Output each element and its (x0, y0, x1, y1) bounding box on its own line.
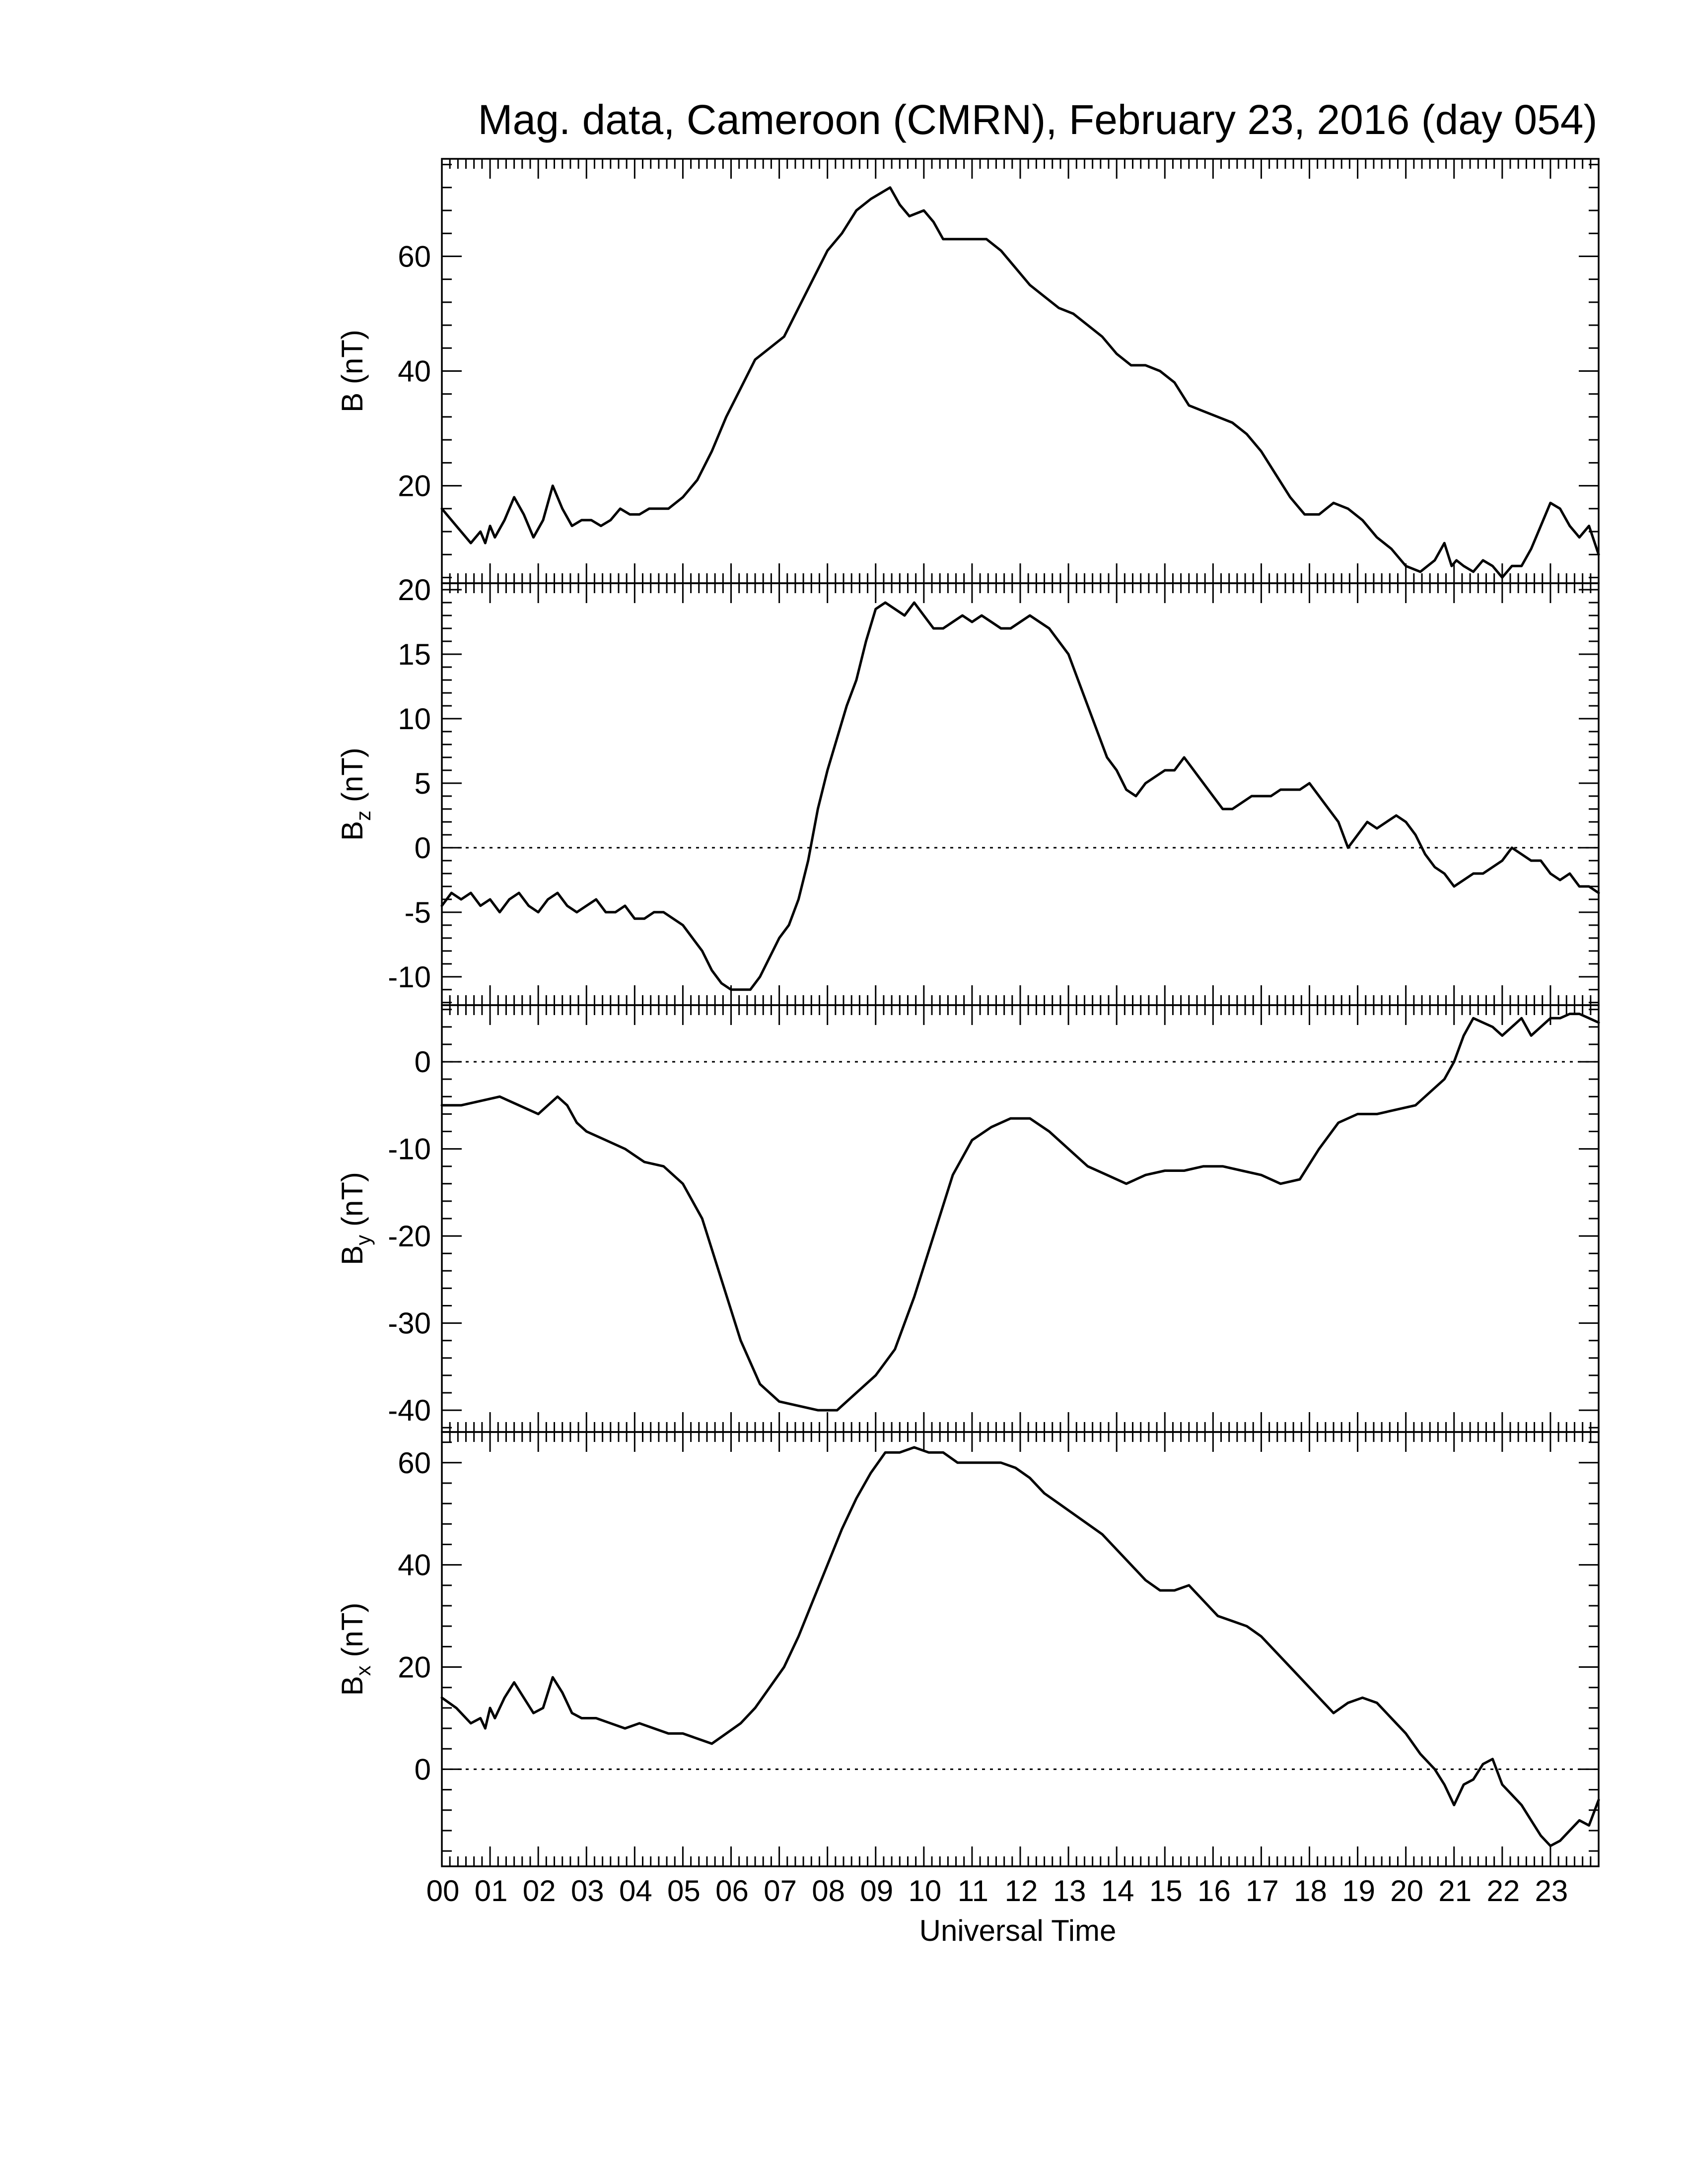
panel-frame (441, 158, 1600, 584)
x-tick-label: 03 (571, 1874, 604, 1908)
panel-Bz: -10 -5 0 5 10 15 20 Bz (nT) (336, 573, 1600, 1006)
panels-group: 20 40 60 B (nT) -10 -5 0 5 10 15 20 Bz (nT) -40 -30 -2… (336, 158, 1600, 1867)
y-axis-label-Bz: Bz (nT) (336, 748, 375, 841)
panel-frame (441, 582, 1600, 1006)
y-tick-label: -30 (388, 1307, 431, 1340)
x-tick-label: 18 (1294, 1874, 1327, 1908)
x-tick-label: 01 (475, 1874, 508, 1908)
y-tick-label: 5 (415, 767, 431, 800)
x-tick-label: 12 (1005, 1874, 1038, 1908)
panel-B: 20 40 60 B (nT) (336, 158, 1600, 584)
y-tick-label: 60 (398, 240, 431, 273)
y-tick-label: -10 (388, 960, 431, 994)
series-line-Bz (440, 601, 1600, 991)
y-axis-label-B: B (nT) (336, 330, 369, 412)
y-tick-label: 40 (398, 1549, 431, 1582)
y-tick-label: 0 (415, 1753, 431, 1786)
x-tick-label: 07 (764, 1874, 797, 1908)
x-tick-label: 16 (1197, 1874, 1231, 1908)
y-tick-label: 15 (398, 638, 431, 671)
x-tick-label: 00 (426, 1874, 460, 1908)
x-tick-label: 02 (523, 1874, 556, 1908)
panel-By: -40 -30 -20 -10 0 By (nT) (336, 1004, 1600, 1433)
panel-frame (441, 1004, 1600, 1433)
y-tick-label: 40 (398, 355, 431, 388)
x-tick-label: 04 (619, 1874, 652, 1908)
y-tick-label: 60 (398, 1446, 431, 1480)
y-axis-label-Bx: Bx (nT) (336, 1603, 375, 1696)
y-tick-label: 20 (398, 1651, 431, 1684)
x-tick-label: 20 (1390, 1874, 1423, 1908)
y-tick-label: 20 (398, 573, 431, 607)
figure-title: Mag. data, Cameroon (CMRN), February 23,… (478, 96, 1598, 143)
x-tick-label: 09 (860, 1874, 893, 1908)
x-tick-label: 11 (958, 1874, 988, 1908)
y-tick-label: 0 (415, 831, 431, 865)
y-tick-label: 10 (398, 702, 431, 736)
series-line-Bx (440, 1446, 1600, 1847)
y-tick-label: -5 (405, 896, 431, 929)
panel-Bx: 0 20 40 60 Bx (nT) (336, 1431, 1600, 1867)
y-tick-label: 0 (415, 1045, 431, 1079)
x-tick-label: 15 (1149, 1874, 1183, 1908)
x-tick-label: 21 (1438, 1874, 1472, 1908)
x-tick-label: 13 (1053, 1874, 1086, 1908)
x-tick-label: 23 (1535, 1874, 1568, 1908)
panel-frame (441, 1431, 1600, 1867)
x-tick-label: 19 (1342, 1874, 1375, 1908)
series-line-By (440, 1013, 1600, 1412)
y-axis-label-By: By (nT) (336, 1172, 375, 1265)
x-tick-label: 22 (1486, 1874, 1520, 1908)
y-tick-label: -40 (388, 1394, 431, 1427)
y-tick-label: 20 (398, 470, 431, 503)
x-tick-label: 08 (812, 1874, 845, 1908)
x-tick-label: 10 (908, 1874, 941, 1908)
x-tick-label: 14 (1101, 1874, 1134, 1908)
y-tick-label: -20 (388, 1220, 431, 1253)
x-tick-label: 05 (667, 1874, 701, 1908)
hour-labels-group: 00 01 02 03 04 05 06 07 08 09 10 11 12 13 14 15 16 17 18 19… (426, 1874, 1568, 1908)
y-tick-label: -10 (388, 1133, 431, 1166)
series-line-B (440, 186, 1600, 579)
x-tick-label: 17 (1246, 1874, 1279, 1908)
x-tick-label: 06 (715, 1874, 749, 1908)
x-axis-label: Universal Time (919, 1914, 1117, 1947)
